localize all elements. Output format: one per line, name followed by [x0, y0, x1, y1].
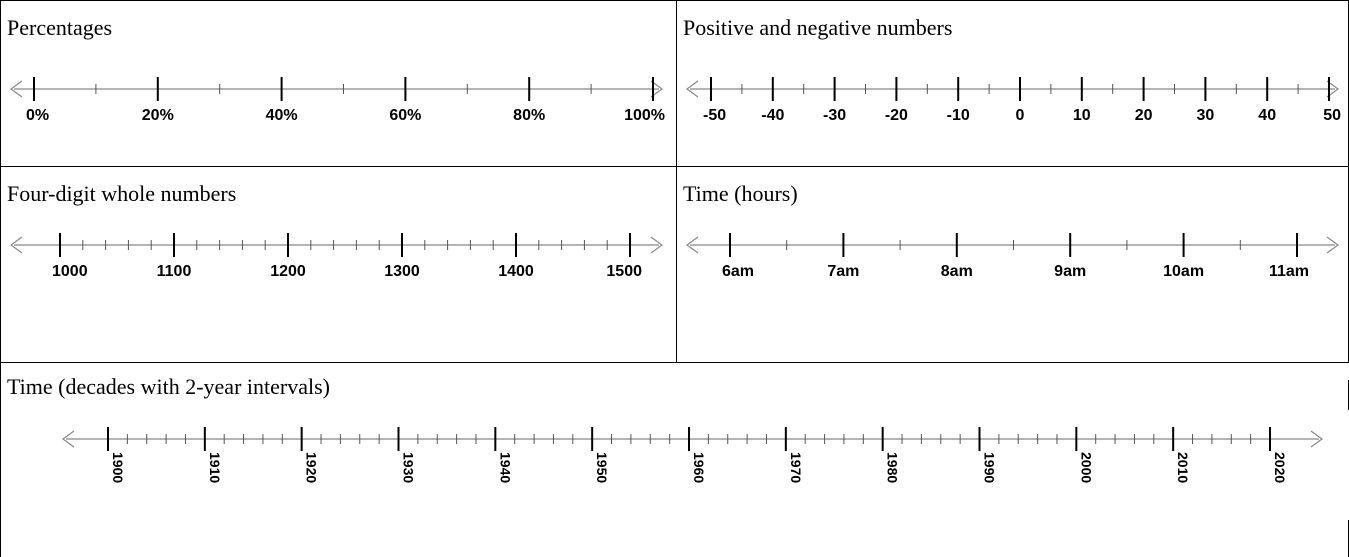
tick-label: 1500 — [606, 263, 642, 280]
tick-label: -40 — [761, 107, 784, 124]
table-border-top — [0, 0, 1349, 1]
four-digit-title: Four-digit whole numbers — [7, 181, 237, 206]
tick-label: 1400 — [498, 263, 534, 280]
tick-label: 1910 — [207, 452, 223, 483]
tick-label: -30 — [823, 107, 846, 124]
arrow-left-icon — [685, 236, 699, 254]
tick-label: 1100 — [157, 263, 192, 280]
table-divider-row-2 — [0, 362, 1349, 363]
tick-label: 0% — [26, 107, 49, 124]
tick-label: 10am — [1163, 263, 1204, 280]
tick-label: 2010 — [1175, 452, 1191, 483]
arrow-right-icon — [1326, 236, 1340, 254]
tick-label: 1930 — [401, 452, 417, 483]
positive-negative-title: Positive and negative numbers — [683, 15, 953, 40]
percentages-title: Percentages — [7, 15, 113, 40]
tick-label: 0 — [1016, 107, 1025, 124]
table-divider-row-1 — [0, 166, 1349, 167]
tick-label: 1990 — [982, 452, 998, 483]
arrow-left-icon — [61, 430, 75, 448]
tick-label: 20 — [1135, 107, 1153, 124]
tick-label: 30 — [1197, 107, 1215, 124]
tick-label: 9am — [1054, 263, 1086, 280]
tick-label: 1950 — [594, 452, 610, 483]
tick-label: 1970 — [788, 452, 804, 483]
tick-label: 1200 — [270, 263, 306, 280]
tick-label: 11am — [1269, 263, 1309, 280]
arrow-right-icon — [650, 236, 664, 254]
table-border-left — [0, 0, 1, 557]
tick-label: 40% — [266, 107, 298, 124]
tick-label: 2020 — [1272, 452, 1288, 483]
tick-label: 8am — [941, 263, 973, 280]
tick-label: 80% — [513, 107, 545, 124]
tick-label: 1300 — [384, 263, 420, 280]
tick-label: -20 — [885, 107, 908, 124]
time-decades-title: Time (decades with 2-year intervals) — [7, 374, 330, 399]
arrow-right-icon — [1326, 80, 1340, 98]
tick-label: 1940 — [497, 452, 513, 483]
arrow-left-icon — [9, 236, 23, 254]
time-hours-title: Time (hours) — [683, 181, 798, 206]
tick-label: -10 — [947, 107, 970, 124]
tick-label: 1000 — [52, 263, 88, 280]
tick-label: 100% — [624, 107, 665, 124]
tick-label: 6am — [722, 263, 754, 280]
tick-label: 1980 — [885, 452, 901, 483]
arrow-left-icon — [9, 80, 23, 98]
arrow-left-icon — [685, 80, 699, 98]
tick-label: 60% — [389, 107, 421, 124]
tick-label: 1920 — [304, 452, 320, 483]
tick-label: 2000 — [1078, 452, 1094, 483]
tick-label: -50 — [703, 107, 726, 124]
tick-label: 7am — [827, 263, 859, 280]
tick-label: 20% — [142, 107, 174, 124]
tick-label: 40 — [1258, 107, 1276, 124]
arrow-right-icon — [1310, 430, 1324, 448]
tick-label: 50 — [1323, 107, 1341, 124]
table-divider-vertical — [676, 0, 677, 363]
tick-label: 10 — [1073, 107, 1091, 124]
arrow-right-icon — [650, 80, 664, 98]
tick-label: 1900 — [110, 452, 126, 483]
tick-label: 1960 — [691, 452, 707, 483]
